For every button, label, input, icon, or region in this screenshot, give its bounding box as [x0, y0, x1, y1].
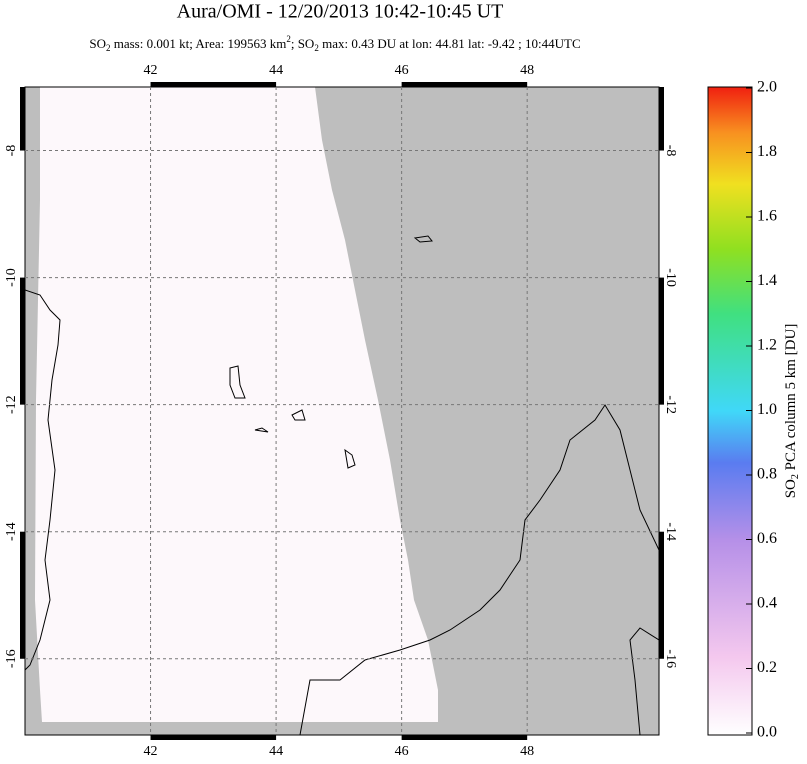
- frame-bar: [659, 277, 664, 405]
- colorbar-label: SO2 PCA column 5 km [DU]: [783, 324, 801, 499]
- colorbar-tick-label: 0.2: [757, 659, 777, 676]
- lat-tick-label: -14: [663, 522, 678, 541]
- coastline: [25, 289, 61, 671]
- lon-tick-label: 46: [395, 63, 409, 78]
- lon-tick-label: 48: [520, 744, 534, 759]
- lon-tick-label: 42: [144, 744, 158, 759]
- subtitle-part: mass: 0.001 kt; Area: 199563 km: [110, 36, 286, 51]
- lon-tick-label: 44: [269, 63, 283, 78]
- map-frame: [24, 86, 660, 736]
- lat-tick-label: -10: [663, 268, 678, 287]
- frame-bar: [659, 87, 664, 151]
- frame-bar: [659, 531, 664, 659]
- lat-tick-label: -14: [4, 522, 19, 541]
- colorbar-tick-label: 0.4: [757, 595, 777, 612]
- lat-tick-label: -8: [663, 145, 678, 157]
- colorbar-label-part: PCA column 5 km [DU]: [783, 324, 799, 474]
- frame-bar: [401, 735, 528, 740]
- frame-bar: [150, 735, 277, 740]
- colorbar-tick-label: 0.0: [757, 724, 777, 741]
- lon-tick-label: 48: [520, 63, 534, 78]
- coastline: [299, 404, 659, 735]
- colorbar-tick-label: 1.6: [757, 208, 777, 225]
- subtitle-part: SO: [89, 36, 106, 51]
- colorbar-tick-label: 2.0: [757, 79, 777, 96]
- subtitle-part: ; SO: [291, 36, 314, 51]
- lat-tick-label: -8: [4, 145, 19, 157]
- subtitle-part: max: 0.43 DU at lon: 44.81 lat: -9.42 ; …: [319, 36, 581, 51]
- lat-tick-label: -12: [4, 395, 19, 414]
- colorbar-tick-label: 0.6: [757, 530, 777, 547]
- colorbar-tick-label: 1.0: [757, 401, 777, 418]
- coastline: [629, 627, 659, 735]
- colorbar-tick-label: 0.8: [757, 466, 777, 483]
- lon-tick-label: 46: [395, 744, 409, 759]
- subtitle: SO2 mass: 0.001 kt; Area: 199563 km2; SO…: [89, 34, 580, 53]
- lon-tick-label: 42: [144, 63, 158, 78]
- colorbar: [707, 86, 753, 736]
- colorbar-tick-label: 1.8: [757, 143, 777, 160]
- subtitle-sup: 2: [286, 34, 291, 44]
- frame-bar: [20, 277, 25, 405]
- subtitle-sub: 2: [314, 43, 319, 53]
- colorbar-tick-label: 1.4: [757, 272, 777, 289]
- colorbar-tick-label: 1.2: [757, 337, 777, 354]
- frame-bar: [20, 531, 25, 659]
- lat-tick-label: -12: [663, 395, 678, 414]
- islands: [229, 235, 433, 469]
- subtitle-sub: 2: [106, 43, 111, 53]
- lat-tick-label: -16: [4, 649, 19, 668]
- title: Aura/OMI - 12/20/2013 10:42-10:45 UT: [177, 1, 504, 23]
- lat-tick-label: -16: [663, 649, 678, 668]
- frame-bar: [150, 82, 277, 87]
- frame-bar: [401, 82, 528, 87]
- map-area: [25, 87, 659, 735]
- colorbar-label-sub: 2: [790, 474, 801, 479]
- lat-tick-label: -10: [4, 268, 19, 287]
- lon-tick-label: 44: [269, 744, 283, 759]
- colorbar-label-part: SO: [783, 479, 799, 498]
- frame-bar: [20, 87, 25, 151]
